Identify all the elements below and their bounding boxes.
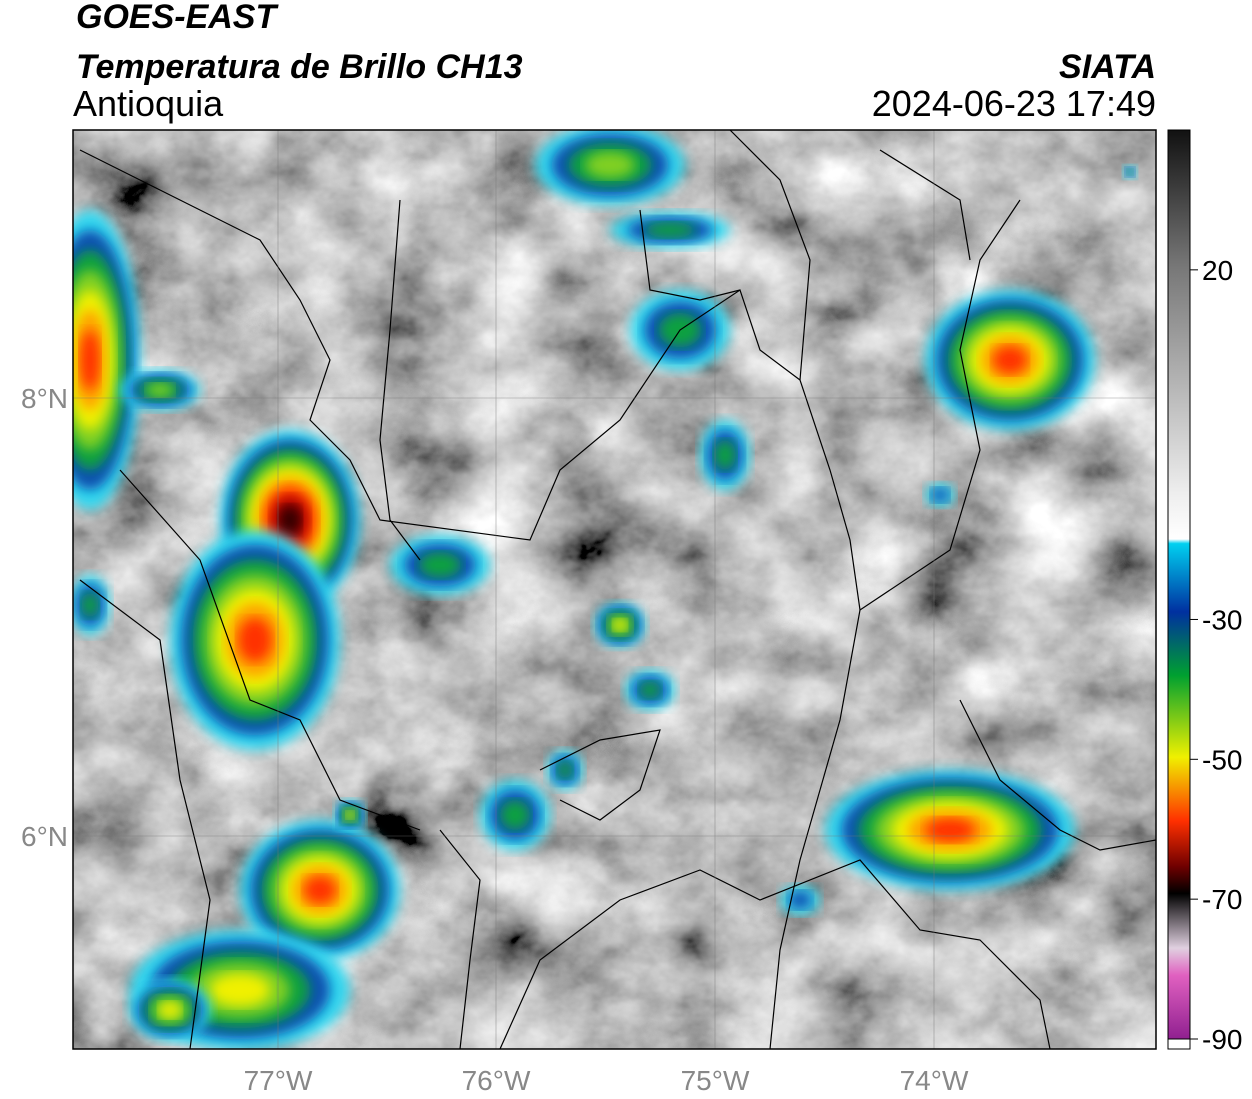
storm-cell — [81, 592, 99, 618]
colorbar-under — [1167, 1038, 1191, 1050]
source: SIATA — [1059, 48, 1156, 86]
colorbar-frame — [1167, 129, 1191, 1050]
storm-cell — [80, 330, 100, 390]
storm-cell — [788, 891, 812, 909]
storm-cell — [925, 818, 975, 842]
lon-label: 74°W — [900, 1065, 969, 1096]
storm-cell — [418, 552, 462, 578]
storm-cell — [1127, 169, 1133, 175]
title: GOES-EAST — [76, 0, 279, 36]
storm-cell — [644, 222, 696, 238]
storm-cell — [210, 973, 270, 1007]
storm-cell — [931, 487, 949, 503]
datetime: 2024-06-23 17:49 — [872, 83, 1156, 124]
colorbar-tick-label: -90 — [1202, 1024, 1242, 1055]
storm-cell — [613, 619, 627, 631]
subtitle: Temperatura de Brillo CH13 — [76, 48, 523, 86]
storm-cell — [500, 800, 530, 830]
storm-cell — [557, 761, 573, 779]
lat-label: 6°N — [21, 821, 68, 852]
storm-cell — [345, 810, 355, 820]
storm-cell — [585, 151, 635, 179]
region: Antioquia — [73, 83, 224, 124]
storm-cell — [993, 346, 1027, 374]
colorbar-tick-label: -30 — [1202, 604, 1242, 635]
colorbar-tick-label: -70 — [1202, 884, 1242, 915]
lon-label: 77°W — [244, 1065, 313, 1096]
storm-cell — [714, 440, 736, 470]
storm-cell — [304, 876, 336, 904]
storm-cell — [159, 1001, 181, 1019]
graticule — [73, 130, 1156, 1049]
lon-label: 76°W — [462, 1065, 531, 1096]
colorbar-tick-label: -50 — [1202, 744, 1242, 775]
lat-label: 8°N — [21, 383, 68, 414]
colorbar-tick-label: 20 — [1202, 255, 1233, 286]
storm-cell — [639, 681, 661, 699]
storm-cell — [146, 383, 174, 397]
borders — [79, 130, 1156, 1049]
storm-cell — [238, 618, 272, 662]
map-frame — [72, 129, 1157, 1050]
storm-cell — [278, 505, 302, 535]
map-area — [73, 130, 1156, 1049]
lon-label: 75°W — [681, 1065, 750, 1096]
colorbar — [1168, 130, 1190, 1039]
